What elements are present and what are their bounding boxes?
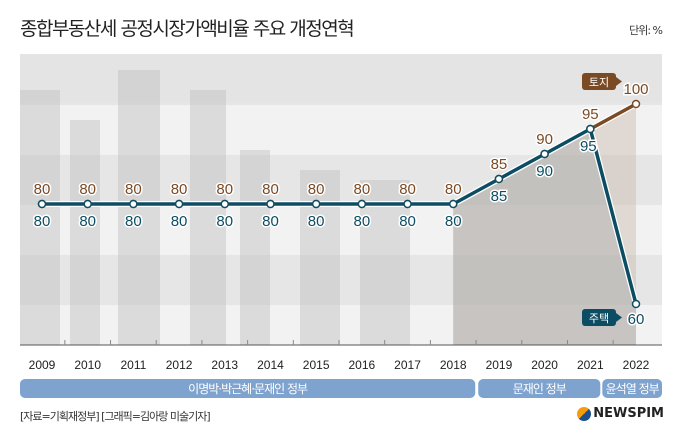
- land-data-label: 80: [308, 181, 325, 198]
- land-data-label: 80: [354, 181, 371, 198]
- land-data-label: 80: [399, 181, 416, 198]
- x-tick-label: 2017: [394, 358, 421, 372]
- housing-data-label: 80: [308, 213, 325, 230]
- housing-data-label: 80: [79, 213, 96, 230]
- x-tick-label: 2021: [577, 358, 604, 372]
- era-bar: [478, 379, 601, 398]
- x-tick-label: 2011: [120, 358, 146, 372]
- era-label: 윤석열 정부: [606, 382, 660, 396]
- land-data-label: 90: [536, 131, 553, 148]
- x-tick-label: 2022: [623, 358, 650, 372]
- housing-data-label: 80: [216, 213, 233, 230]
- logo-text: NEWSPIM: [593, 406, 664, 421]
- grid-band: [20, 155, 662, 205]
- housing-point: [448, 199, 458, 209]
- housing-point: [540, 149, 549, 159]
- land-area: [453, 104, 636, 345]
- housing-data-label: 80: [399, 213, 416, 230]
- housing-data-label: 80: [125, 213, 142, 230]
- land-data-label: 80: [445, 181, 462, 198]
- source-note: [자료=기획재정부] [그래픽=김아랑 미술기자]: [20, 410, 211, 423]
- building-image: [240, 150, 270, 345]
- logo-icon: [577, 406, 592, 421]
- land-data-label: 80: [79, 181, 96, 198]
- housing-data-label: 85: [491, 188, 508, 205]
- x-tick-label: 2012: [166, 358, 193, 372]
- land-legend-label: 토지: [589, 76, 609, 89]
- housing-data-label: 90: [536, 163, 553, 180]
- housing-data-label: 80: [262, 213, 279, 230]
- land-point: [631, 99, 641, 109]
- land-tag: [582, 73, 616, 90]
- era-label: 이명박·박근혜·문재인 정부: [188, 382, 308, 396]
- chart-title: 종합부동산세 공정시장가액비율 주요 개정연혁: [20, 18, 355, 40]
- housing-data-label: 80: [354, 213, 371, 230]
- era-bar: [20, 379, 476, 398]
- housing-point: [311, 199, 321, 209]
- housing-point: [494, 174, 504, 184]
- housing-tag: [582, 309, 616, 326]
- era-bar: [602, 379, 662, 398]
- x-tick-label: 2013: [211, 358, 238, 372]
- x-tick-label: 2016: [348, 358, 375, 372]
- housing-point: [83, 199, 92, 209]
- housing-data-label: 80: [171, 213, 188, 230]
- newspim-logo: NEWSPIM: [577, 406, 664, 421]
- x-tick-label: 2009: [29, 358, 56, 372]
- land-data-label: 80: [262, 181, 279, 198]
- grid-band: [20, 54, 662, 102]
- x-tick-label: 2015: [303, 358, 330, 372]
- housing-data-label: 95: [580, 138, 597, 155]
- building-image: [20, 90, 60, 345]
- housing-point: [220, 199, 230, 209]
- land-data-label: 80: [216, 181, 233, 198]
- land-data-label: 95: [582, 106, 599, 123]
- x-tick-label: 2018: [440, 358, 467, 372]
- housing-point: [586, 124, 595, 134]
- housing-arrow: [616, 313, 622, 322]
- housing-point: [129, 199, 138, 209]
- housing-point: [174, 199, 184, 209]
- x-tick-label: 2020: [531, 358, 558, 372]
- housing-point: [37, 199, 47, 209]
- housing-legend-label: 주택: [589, 312, 609, 325]
- building-image: [190, 90, 226, 345]
- land-data-label: 85: [491, 156, 508, 173]
- x-tick-label: 2019: [486, 358, 513, 372]
- building-image: [360, 180, 410, 345]
- era-label: 문재인 정부: [513, 382, 567, 396]
- land-data-label: 80: [125, 181, 142, 198]
- building-image: [300, 170, 340, 345]
- grid-band: [20, 255, 662, 305]
- building-image: [118, 70, 160, 345]
- land-data-label: 80: [34, 181, 51, 198]
- housing-data-label: 80: [445, 213, 462, 230]
- x-tick-label: 2010: [74, 358, 101, 372]
- building-image: [70, 120, 100, 345]
- land-data-label: 100: [623, 81, 648, 98]
- housing-data-label: 80: [34, 213, 51, 230]
- land-data-label: 80: [171, 181, 188, 198]
- housing-point: [403, 199, 412, 209]
- housing-line: [42, 126, 638, 305]
- land-arrow: [616, 77, 622, 86]
- housing-point: [631, 299, 641, 309]
- x-tick-label: 2014: [257, 358, 284, 372]
- housing-point: [266, 199, 275, 209]
- housing-data-label: 60: [628, 311, 645, 328]
- housing-point: [357, 199, 367, 209]
- unit-label: 단위: %: [629, 24, 663, 37]
